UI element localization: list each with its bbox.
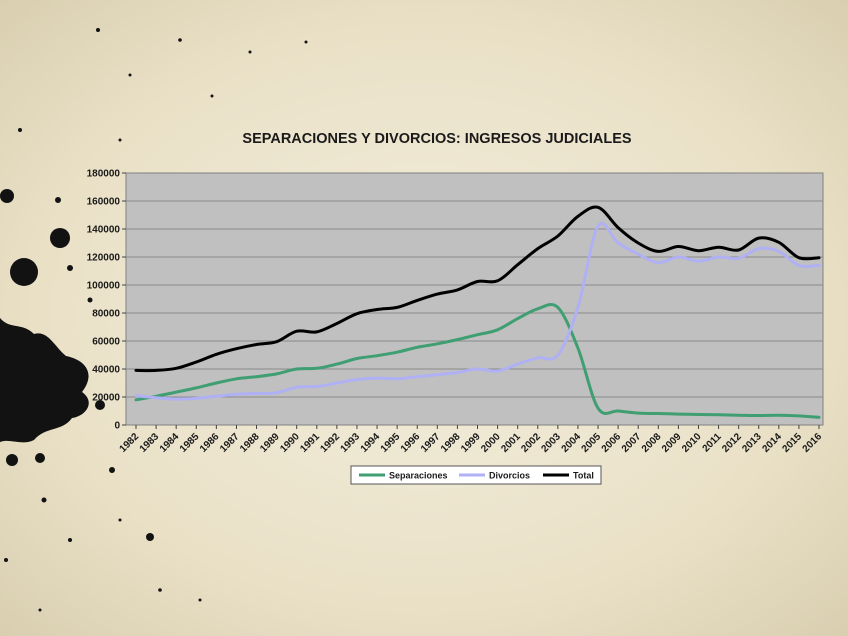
x-tick-label: 1983 (138, 431, 162, 455)
x-tick-label: 1994 (359, 431, 383, 455)
y-tick-label: 60000 (92, 337, 120, 348)
y-tick-label: 80000 (92, 309, 120, 320)
ink-drop (95, 400, 105, 410)
x-tick-label: 2002 (519, 431, 543, 455)
ink-drop (50, 228, 70, 248)
ink-drop (118, 138, 122, 142)
ink-drop (198, 598, 202, 602)
x-tick-label: 1982 (118, 431, 142, 455)
x-tick-label: 2011 (701, 431, 724, 454)
x-tick-label: 2000 (479, 431, 503, 455)
ink-drop (0, 189, 14, 203)
legend-label-divorcios: Divorcios (489, 471, 530, 481)
ink-blot (0, 318, 89, 443)
x-tick-label: 1997 (419, 431, 443, 455)
y-tick-label: 100000 (87, 281, 121, 292)
x-tick-label: 1998 (439, 431, 463, 455)
y-tick-label: 180000 (87, 169, 121, 180)
ink-drop (55, 197, 61, 203)
x-tick-label: 1991 (298, 431, 322, 455)
x-tick-label: 1996 (399, 431, 423, 455)
x-tick-label: 1989 (258, 431, 282, 455)
ink-drop (4, 558, 8, 562)
ink-drop (118, 518, 122, 522)
series-line-separaciones (134, 302, 821, 419)
x-tick-label: 1987 (218, 431, 242, 455)
ink-drop (6, 454, 18, 466)
ink-drop (96, 28, 100, 32)
y-tick-label: 160000 (87, 197, 121, 208)
x-tick-label: 1988 (238, 431, 262, 455)
ink-drop (68, 538, 72, 542)
x-tick-label: 1986 (198, 431, 222, 455)
y-tick-label: 20000 (92, 393, 120, 404)
x-tick-label: 2003 (539, 431, 563, 455)
ink-drop (210, 94, 214, 98)
ink-drop (18, 128, 22, 132)
ink-drop (128, 73, 132, 77)
x-tick-label: 2012 (720, 431, 744, 455)
x-tick-label: 1999 (459, 431, 483, 455)
x-tick-label: 2005 (580, 431, 604, 455)
x-tick-label: 1992 (318, 431, 342, 455)
x-tick-label: 2007 (620, 431, 644, 455)
ink-drop (67, 265, 73, 271)
ink-drop (10, 258, 38, 286)
x-tick-label: 2013 (740, 431, 764, 455)
ink-drop (41, 497, 47, 503)
x-tick-label: 1985 (178, 431, 202, 455)
x-tick-label: 2004 (560, 431, 584, 455)
ink-drop (304, 40, 308, 44)
ink-drop (158, 588, 162, 592)
x-tick-label: 2015 (781, 431, 805, 455)
x-tick-label: 1993 (339, 431, 363, 455)
ink-drop (248, 50, 252, 54)
ink-drop (146, 533, 154, 541)
chart-title: SEPARACIONES Y DIVORCIOS: INGRESOS JUDIC… (242, 131, 631, 147)
ink-drop (109, 467, 115, 473)
y-tick-label: 140000 (87, 225, 121, 236)
series-line-total (134, 205, 821, 373)
x-tick-label: 1990 (278, 431, 302, 455)
ink-drop (87, 297, 93, 303)
plot-area (125, 172, 824, 426)
ink-drop (38, 608, 42, 612)
ink-drop (35, 453, 45, 463)
x-tick-label: 2001 (499, 431, 523, 455)
y-tick-label: 120000 (87, 253, 121, 264)
x-tick-label: 2009 (660, 431, 684, 455)
x-tick-label: 2006 (600, 431, 624, 455)
x-tick-label: 1984 (158, 431, 182, 455)
y-tick-label: 40000 (92, 365, 120, 376)
x-tick-label: 1995 (379, 431, 403, 455)
x-tick-label: 2010 (680, 431, 704, 455)
series-line-divorcios (134, 222, 821, 401)
legend-label-total: Total (573, 471, 594, 481)
x-tick-label: 2016 (801, 431, 825, 455)
x-tick-label: 2008 (640, 431, 664, 455)
y-tick-label: 0 (114, 421, 120, 432)
legend-label-separaciones: Separaciones (389, 471, 448, 481)
ink-drop (178, 38, 182, 42)
x-tick-label: 2014 (760, 431, 784, 455)
